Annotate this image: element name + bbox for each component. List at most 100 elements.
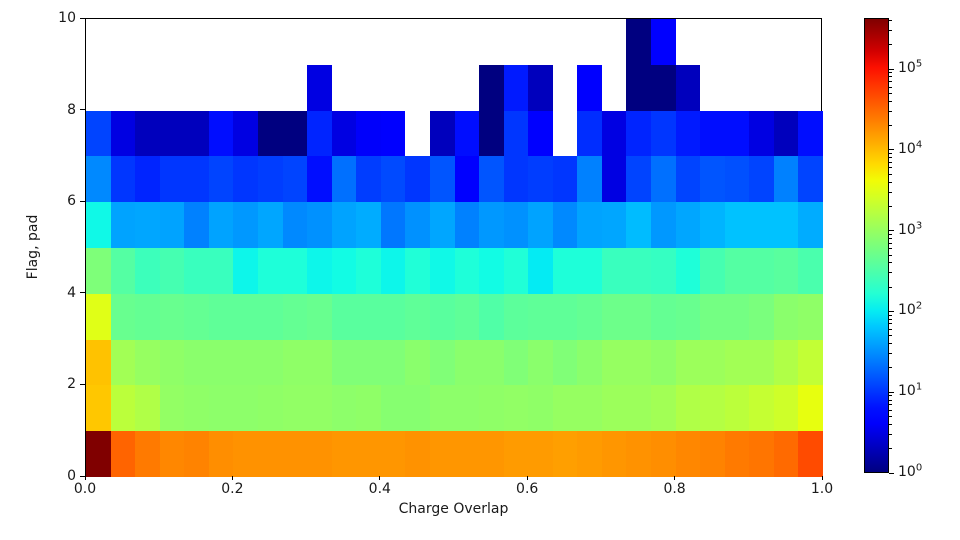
colorbar-tick-label: 101 xyxy=(898,381,923,400)
heatmap-cell xyxy=(135,385,160,431)
y-tick xyxy=(80,383,85,385)
heatmap-cell xyxy=(86,111,111,156)
colorbar-major-tick xyxy=(889,230,894,232)
colorbar-minor-tick xyxy=(889,81,892,83)
heatmap-cell xyxy=(700,156,725,202)
heatmap-cell xyxy=(749,202,774,248)
heatmap-cell xyxy=(455,340,479,385)
heatmap-cell xyxy=(700,111,725,156)
heatmap-cell xyxy=(504,248,528,294)
heatmap-cell xyxy=(676,156,700,202)
x-tick-label: 0.0 xyxy=(73,481,97,497)
heatmap-cell xyxy=(160,248,184,294)
heatmap-cell xyxy=(553,385,577,431)
x-tick xyxy=(84,476,86,480)
heatmap-cell xyxy=(651,431,676,477)
heatmap-cell xyxy=(135,156,160,202)
heatmap-cell xyxy=(135,431,160,477)
heatmap-cell xyxy=(651,385,676,431)
heatmap-cell xyxy=(553,248,577,294)
heatmap-cell xyxy=(504,294,528,340)
y-tick-label: 4 xyxy=(67,284,76,301)
heatmap-cell xyxy=(332,202,356,248)
colorbar-major-tick xyxy=(889,68,894,70)
heatmap-cell xyxy=(528,202,553,248)
heatmap-cell xyxy=(504,111,528,156)
heatmap-cell xyxy=(553,202,577,248)
heatmap-cell xyxy=(725,431,749,477)
y-tick xyxy=(80,292,85,294)
heatmap-cell xyxy=(504,431,528,477)
heatmap-cell xyxy=(700,248,725,294)
heatmap-cell xyxy=(184,385,209,431)
heatmap-cell xyxy=(283,202,307,248)
heatmap-cell xyxy=(381,156,405,202)
heatmap-cell xyxy=(135,248,160,294)
heatmap-cell xyxy=(283,340,307,385)
heatmap-cell xyxy=(430,294,455,340)
heatmap-cell xyxy=(405,340,430,385)
heatmap-cell xyxy=(86,385,111,431)
heatmap-cell xyxy=(553,431,577,477)
y-tick-label: 0 xyxy=(67,468,76,484)
heatmap-cell xyxy=(307,65,332,111)
heatmap-cell xyxy=(504,156,528,202)
heatmap-cell xyxy=(725,340,749,385)
colorbar-minor-tick xyxy=(889,272,892,274)
colorbar-minor-tick xyxy=(889,92,892,94)
heatmap-cell xyxy=(798,156,823,202)
colorbar-minor-tick xyxy=(889,233,892,235)
heatmap-cell xyxy=(184,156,209,202)
colorbar-minor-tick xyxy=(889,395,892,397)
heatmap-cell xyxy=(111,156,135,202)
colorbar-minor-tick xyxy=(889,318,892,320)
heatmap-cell xyxy=(307,248,332,294)
heatmap-cell xyxy=(135,202,160,248)
y-tick xyxy=(80,109,85,111)
heatmap-cell xyxy=(307,294,332,340)
heatmap-cell xyxy=(798,248,823,294)
heatmap-cell xyxy=(135,294,160,340)
heatmap-cell xyxy=(602,248,626,294)
heatmap-cell xyxy=(233,156,258,202)
colorbar-minor-tick xyxy=(889,161,892,163)
heatmap-cell xyxy=(479,248,504,294)
x-tick-label: 1.0 xyxy=(810,481,834,497)
colorbar-minor-tick xyxy=(889,448,892,450)
heatmap-cell xyxy=(676,65,700,111)
heatmap-cell xyxy=(577,202,602,248)
heatmap-cell xyxy=(626,385,651,431)
heatmap-cell xyxy=(577,65,602,111)
colorbar-minor-tick xyxy=(889,100,892,102)
heatmap-cell xyxy=(528,248,553,294)
colorbar-major-tick xyxy=(889,472,894,474)
heatmap-cell xyxy=(209,340,233,385)
heatmap-cell xyxy=(651,19,676,65)
heatmap-cell xyxy=(504,202,528,248)
colorbar-minor-tick xyxy=(889,205,892,207)
heatmap-cell xyxy=(479,202,504,248)
heatmap-cell xyxy=(749,294,774,340)
heatmap-cell xyxy=(798,340,823,385)
colorbar-minor-tick xyxy=(889,323,892,325)
heatmap-cell xyxy=(233,111,258,156)
heatmap-cell xyxy=(160,156,184,202)
colorbar-minor-tick xyxy=(889,191,892,193)
heatmap-cell xyxy=(111,202,135,248)
heatmap-cell xyxy=(381,111,405,156)
heatmap-cell xyxy=(184,248,209,294)
heatmap-cell xyxy=(602,202,626,248)
heatmap-cell xyxy=(749,340,774,385)
heatmap-cell xyxy=(455,294,479,340)
colorbar-minor-tick xyxy=(889,433,892,435)
heatmap-cell xyxy=(528,111,553,156)
heatmap-cell xyxy=(160,294,184,340)
heatmap-cell xyxy=(651,340,676,385)
heatmap-cell xyxy=(700,294,725,340)
colorbar-minor-tick xyxy=(889,242,892,244)
heatmap-cell xyxy=(651,294,676,340)
heatmap-cell xyxy=(749,111,774,156)
heatmap-cell xyxy=(504,340,528,385)
heatmap-cell xyxy=(381,340,405,385)
heatmap-cell xyxy=(626,65,651,111)
